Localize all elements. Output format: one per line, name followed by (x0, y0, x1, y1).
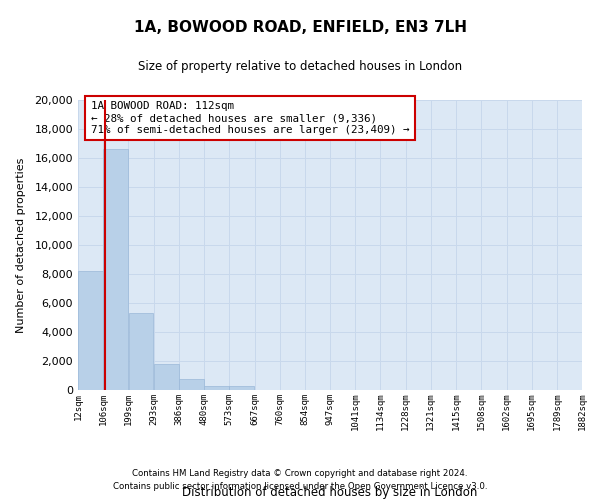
Bar (78, 271, 103, 390)
Bar (229, 386, 254, 390)
X-axis label: Distribution of detached houses by size in London: Distribution of detached houses by size … (182, 486, 478, 499)
Text: Size of property relative to detached houses in London: Size of property relative to detached ho… (138, 60, 462, 73)
Text: Contains public sector information licensed under the Open Government Licence v3: Contains public sector information licen… (113, 482, 487, 491)
Text: 1A, BOWOOD ROAD, ENFIELD, EN3 7LH: 1A, BOWOOD ROAD, ENFIELD, EN3 7LH (133, 20, 467, 35)
Bar (154, 364, 179, 390)
Bar (128, 313, 154, 390)
Bar (179, 379, 204, 390)
Text: Contains HM Land Registry data © Crown copyright and database right 2024.: Contains HM Land Registry data © Crown c… (132, 468, 468, 477)
Bar (103, 150, 128, 390)
Y-axis label: Number of detached properties: Number of detached properties (16, 158, 26, 332)
Bar (204, 386, 229, 390)
Text: 1A BOWOOD ROAD: 112sqm
← 28% of detached houses are smaller (9,336)
71% of semi-: 1A BOWOOD ROAD: 112sqm ← 28% of detached… (91, 102, 409, 134)
